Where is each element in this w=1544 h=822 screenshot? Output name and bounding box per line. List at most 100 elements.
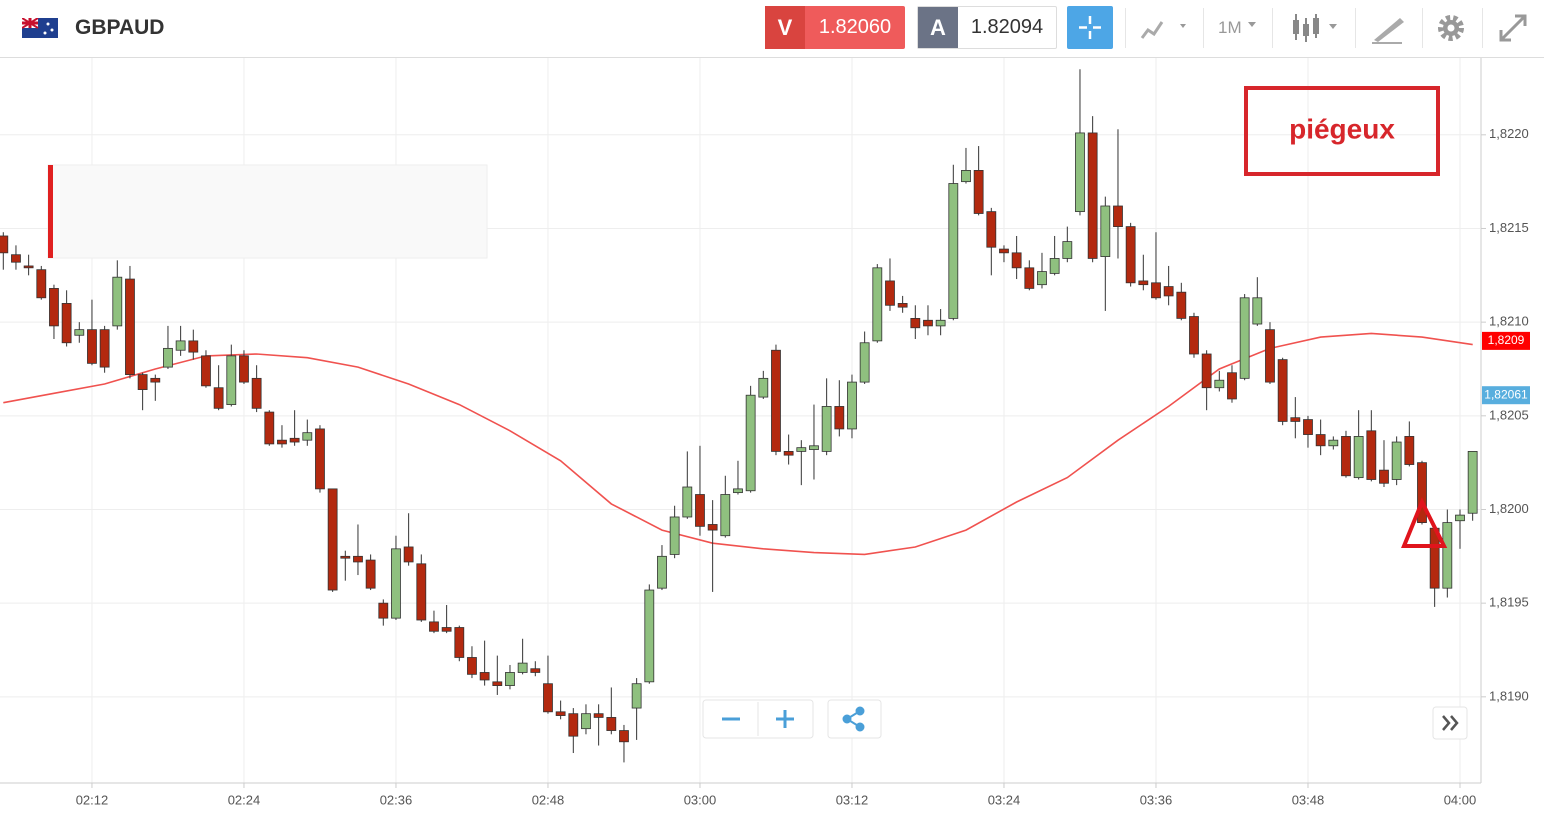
draw-button[interactable] (1355, 8, 1419, 48)
sell-button[interactable]: V 1.82060 (765, 6, 905, 49)
candle-body (1163, 286, 1174, 297)
candle-body (99, 329, 110, 368)
price-tag-label: 1,82061 (1484, 387, 1528, 401)
candle-body (1341, 436, 1351, 477)
candle-body (1328, 439, 1339, 447)
x-tick-label: 02:36 (380, 792, 413, 807)
info-panel (47, 164, 488, 259)
candle-body (935, 319, 946, 327)
triangle-marker (1401, 497, 1448, 548)
candle-body (1227, 372, 1237, 400)
fullscreen-button[interactable] (1482, 8, 1543, 48)
candle-body (264, 411, 275, 445)
candle-body (657, 555, 667, 589)
candle-body (1366, 430, 1377, 480)
candle-body (999, 248, 1009, 254)
candle-body (1201, 353, 1212, 389)
candle-body (986, 211, 997, 248)
candle-body (517, 662, 528, 673)
candle-body (783, 451, 794, 456)
candle-body (1113, 205, 1123, 228)
annotation: piégeux (1289, 113, 1395, 144)
candle-body (961, 170, 971, 183)
info-panel-marker (48, 165, 53, 258)
candle-body (1303, 419, 1313, 435)
candle-body (1151, 282, 1161, 299)
candle-body (201, 355, 211, 387)
price-tag-label: 1,8209 (1488, 333, 1525, 347)
x-tick-label: 03:36 (1140, 792, 1173, 807)
candle-body (910, 318, 921, 329)
candle-body (1037, 271, 1047, 286)
candle-body (834, 406, 845, 430)
candle-body (1404, 436, 1415, 465)
candle-body (353, 555, 363, 563)
price-tag (1482, 386, 1530, 405)
candle-body (23, 265, 34, 269)
y-tick-label: 1,8215 (1489, 220, 1529, 235)
candle-body (707, 524, 718, 531)
candle-body (606, 717, 617, 731)
candle-body (1176, 291, 1187, 319)
y-tick-label: 1,8205 (1489, 407, 1529, 422)
sell-price: 1.82060 (818, 16, 892, 38)
candle-body (1353, 436, 1364, 479)
candle-body (581, 713, 591, 730)
zoom-in[interactable] (776, 710, 794, 728)
candle-body (1391, 441, 1402, 480)
candle-body (593, 713, 604, 718)
candle-body (1252, 297, 1263, 325)
candle-body (619, 730, 629, 743)
timeframe-button[interactable]: 1M (1203, 8, 1269, 48)
candle-body (771, 349, 781, 452)
candle-body (112, 276, 123, 327)
x-tick-label: 02:24 (228, 792, 261, 807)
candle-body (1315, 434, 1326, 447)
buy-button[interactable]: A 1.82094 (917, 6, 1057, 49)
y-tick-label: 1,8210 (1489, 314, 1529, 329)
candle-body (11, 254, 21, 263)
candle-body (87, 329, 97, 364)
candle-body (631, 683, 642, 709)
candle-body (36, 269, 47, 299)
toolbar: GBPAUD V 1.82060 A 1.82094 1M (0, 0, 1544, 58)
y-tick-label: 1,8200 (1489, 501, 1529, 516)
candle-body (315, 428, 325, 490)
x-tick-label: 03:12 (836, 792, 869, 807)
candles-button[interactable] (1272, 8, 1353, 48)
settings-button[interactable] (1422, 8, 1478, 48)
candle-body (403, 546, 414, 563)
candle-body (897, 303, 908, 308)
candle-body (188, 340, 199, 353)
candle-body (1049, 258, 1060, 274)
candle-body (441, 627, 452, 632)
candle-body (365, 559, 376, 589)
candle-body (758, 377, 769, 398)
candle-body (1290, 417, 1301, 422)
candle-body (669, 516, 680, 555)
x-tick-label: 03:24 (988, 792, 1021, 807)
share-button[interactable] (827, 699, 882, 739)
y-tick-label: 1,8220 (1489, 126, 1529, 141)
candle-body (175, 340, 186, 351)
symbol: GBPAUD (75, 16, 165, 39)
zoom-controls (702, 699, 1468, 740)
candle-body (1011, 252, 1022, 269)
candle-body (1062, 241, 1073, 259)
x-tick-label: 02:12 (76, 792, 109, 807)
x-tick-label: 02:48 (532, 792, 565, 807)
y-tick-label: 1,8195 (1489, 595, 1529, 610)
crosshair-button[interactable] (1067, 6, 1113, 49)
candle-body (391, 548, 401, 619)
candle-body (530, 668, 541, 673)
candle-body (61, 303, 72, 344)
candle-body (1189, 316, 1199, 355)
candle-body (1100, 205, 1111, 257)
candle-body (644, 589, 655, 683)
candle-body (1214, 379, 1225, 389)
chart-type-button[interactable] (1125, 8, 1201, 48)
candle-body (1075, 132, 1085, 213)
candle-body (733, 488, 743, 494)
candle-body (239, 355, 249, 383)
